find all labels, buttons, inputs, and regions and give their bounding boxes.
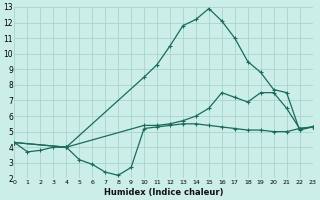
X-axis label: Humidex (Indice chaleur): Humidex (Indice chaleur) [104,188,223,197]
